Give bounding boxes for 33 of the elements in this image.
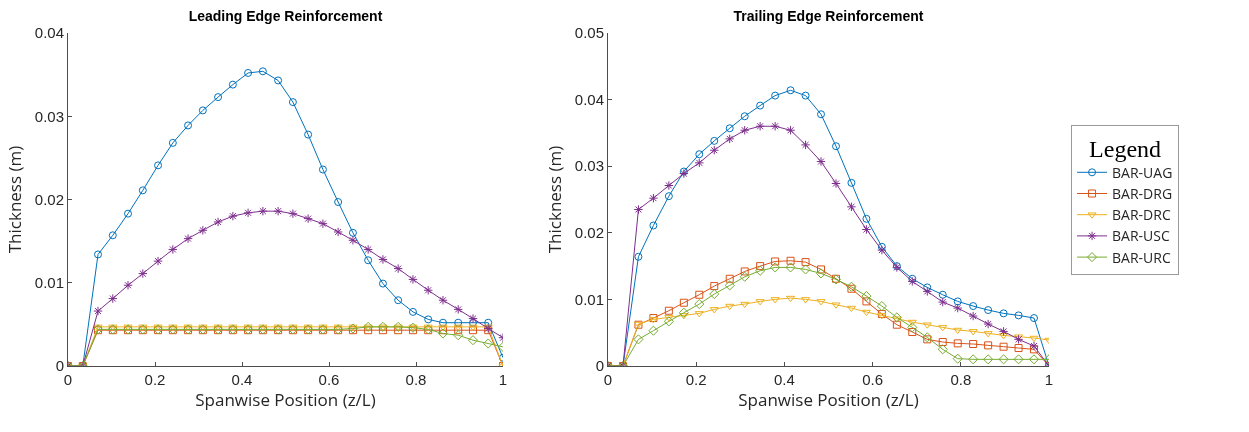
legend-label: BAR-URC	[1112, 247, 1171, 267]
y-tick-label: 0.01	[574, 290, 604, 308]
x-tick-label: 1	[498, 371, 508, 388]
x-tick-label: 0.2	[144, 371, 166, 388]
y-axis-title: Thickness (m)	[3, 145, 27, 254]
y-tick-label: 0.05	[574, 24, 604, 42]
y-axis-title: Thickness (m)	[543, 145, 567, 254]
x-tick-label: 0.2	[685, 371, 707, 388]
y-tick-label: 0.01	[34, 274, 64, 291]
chart-title: Leading Edge Reinforcement	[188, 7, 383, 24]
legend-title: Legend	[1089, 135, 1162, 162]
y-tick-label: 0	[55, 357, 64, 375]
y-tick-label: 0.02	[574, 224, 604, 242]
x-tick-label: 0.8	[405, 371, 427, 388]
y-tick-label: 0.03	[34, 107, 64, 125]
x-tick-label: 1	[1044, 371, 1054, 388]
x-tick-label: 0.6	[318, 371, 340, 388]
y-tick-label: 0.03	[574, 157, 604, 175]
x-axis-title: Spanwise Position (z/L)	[195, 388, 376, 411]
x-tick-label: 0.4	[773, 371, 795, 388]
y-tick-label: 0.04	[574, 90, 604, 108]
y-tick-label: 0.04	[34, 24, 64, 42]
x-axis-title: Spanwise Position (z/L)	[738, 388, 919, 411]
x-tick-label: 0.4	[231, 371, 253, 388]
y-tick-label: 0.02	[34, 190, 64, 208]
legend-label: BAR-DRC	[1112, 205, 1171, 225]
chart-title: Trailing Edge Reinforcement	[733, 7, 924, 24]
legend-label: BAR-USC	[1112, 226, 1170, 246]
legend-label: BAR-DRG	[1112, 183, 1173, 203]
y-tick-label: 0	[595, 357, 604, 375]
legend-label: BAR-UAG	[1112, 162, 1173, 182]
x-tick-label: 0.8	[950, 371, 972, 388]
x-tick-label: 0.6	[862, 371, 884, 388]
